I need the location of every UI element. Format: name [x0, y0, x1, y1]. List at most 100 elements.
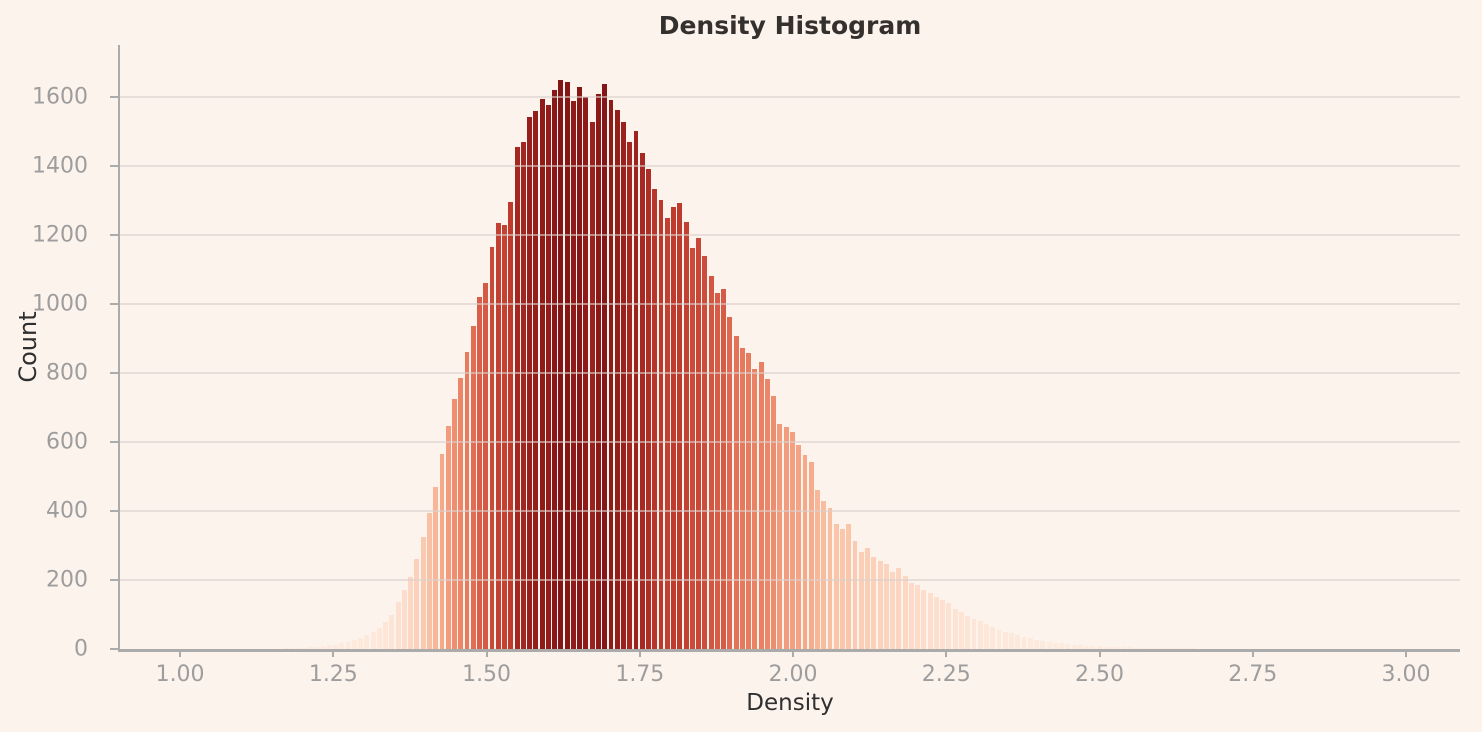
histogram-bar [927, 593, 933, 649]
histogram-bar [940, 600, 946, 649]
histogram-bar [445, 426, 451, 649]
x-tick-label: 1.00 [155, 662, 205, 687]
x-tick-mark [792, 649, 795, 657]
y-tick-label: 400 [46, 498, 88, 524]
y-tick-mark [110, 578, 118, 581]
histogram-bar [727, 316, 733, 649]
histogram-bar [320, 645, 326, 649]
gridline [120, 95, 1460, 98]
x-tick-mark [945, 649, 948, 657]
y-tick-mark [110, 371, 118, 374]
histogram-bar [1171, 648, 1177, 649]
histogram-bar [401, 590, 407, 649]
histogram-bar [464, 352, 470, 649]
histogram-bar [370, 631, 376, 649]
histogram-bar [308, 646, 313, 649]
histogram-bar [314, 646, 320, 649]
histogram-bar [439, 454, 445, 649]
histogram-bar [1109, 646, 1115, 649]
histogram-bar [858, 551, 864, 649]
histogram-bar [965, 615, 971, 649]
y-tick-label: 600 [46, 429, 88, 455]
histogram-bar [808, 461, 814, 649]
chart-title: Density Histogram [658, 11, 922, 40]
histogram-bar [1121, 647, 1127, 649]
x-tick-mark [638, 649, 641, 657]
histogram-bar [890, 572, 896, 649]
y-tick-label: 1200 [32, 222, 88, 248]
x-tick-label: 2.25 [921, 662, 971, 687]
x-tick-label: 1.75 [615, 662, 665, 687]
histogram-bar [1127, 647, 1133, 649]
histogram-bar [1096, 646, 1102, 649]
histogram-bar [602, 83, 608, 649]
histogram-bar [508, 202, 514, 649]
histogram-bar [364, 635, 370, 649]
histogram-bar [639, 152, 645, 649]
histogram-bar [952, 608, 958, 649]
histogram-bar [383, 622, 389, 649]
histogram-bar [389, 614, 395, 649]
histogram-bar [489, 246, 495, 649]
histogram-bar [796, 444, 802, 649]
histogram-bar [533, 110, 539, 649]
histogram-bar [714, 292, 720, 649]
histogram-bar [971, 619, 977, 649]
histogram-bar [1159, 647, 1165, 649]
x-axis-line [118, 649, 1460, 652]
histogram-bar [1065, 644, 1071, 649]
histogram-bar [671, 206, 676, 649]
histogram-bar [658, 199, 664, 649]
histogram-bar [414, 558, 420, 649]
histogram-bar [1059, 643, 1065, 649]
histogram-bar [777, 423, 783, 649]
x-tick-label: 1.25 [308, 662, 358, 687]
histogram-bar [996, 629, 1002, 649]
histogram-bar [646, 168, 651, 649]
histogram-bar [1002, 631, 1008, 649]
histogram-bar [877, 561, 883, 649]
histogram-bar [408, 576, 414, 649]
histogram-bar [1046, 642, 1052, 649]
histogram-bar [545, 105, 551, 649]
x-tick-mark [485, 649, 488, 657]
histogram-bar [608, 99, 614, 649]
histogram-bar [1146, 647, 1152, 649]
histogram-bar [852, 541, 858, 649]
histogram-bar [771, 396, 777, 649]
histogram-bar [933, 596, 939, 649]
y-tick-label: 1000 [32, 291, 88, 317]
gridlines-layer [120, 45, 1460, 649]
histogram-bar [483, 283, 489, 649]
histogram-bar [345, 642, 351, 649]
histogram-bar [1134, 647, 1140, 649]
y-tick-label: 1400 [32, 153, 88, 179]
histogram-bar [289, 647, 295, 649]
y-tick-mark [110, 95, 118, 98]
histogram-bar [633, 130, 639, 649]
histogram-bar [339, 643, 345, 649]
histogram-bar [295, 647, 301, 649]
x-tick-label: 3.00 [1381, 662, 1431, 687]
x-tick-label: 1.50 [462, 662, 512, 687]
histogram-bar [664, 218, 670, 649]
histogram-bar [577, 87, 583, 649]
plot-area: 1.00 1.25 1.50 1.75 2.00 2.25 2.50 2.75 3.00 0 20… [32, 45, 1460, 687]
histogram-bar [865, 548, 871, 649]
histogram-bar [452, 398, 457, 649]
histogram-bar [652, 189, 658, 649]
y-tick-mark [110, 233, 118, 236]
y-axis-label: Count [14, 311, 42, 383]
y-tick-label: 800 [46, 360, 88, 386]
histogram-bar [527, 117, 533, 649]
histogram-bar [1009, 633, 1014, 649]
histogram-bar [495, 222, 501, 649]
histogram-bar [1153, 647, 1158, 649]
histogram-bar [790, 432, 795, 649]
x-tick-label: 2.50 [1075, 662, 1125, 687]
x-tick-mark [179, 649, 182, 657]
histogram-bar [908, 582, 914, 649]
histogram-bar [802, 455, 808, 649]
gridline [120, 440, 1460, 443]
histogram-bar [758, 361, 764, 649]
